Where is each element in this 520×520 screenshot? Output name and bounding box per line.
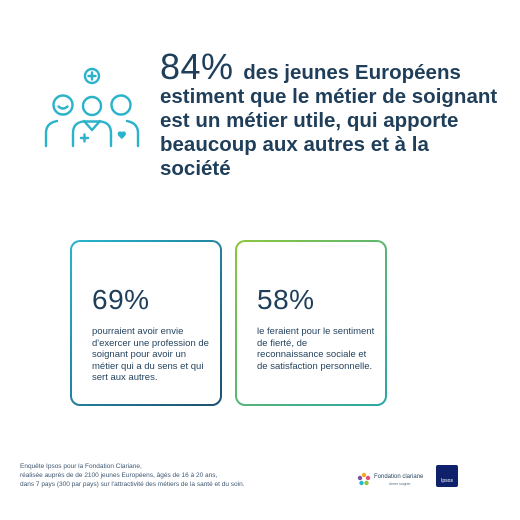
fondation-clariane-logo: Fondation clariane Aimer soigner	[356, 468, 426, 492]
source-line: dans 7 pays (300 par pays) sur l'attract…	[20, 481, 245, 488]
source-line: Enquête Ipsos pour la Fondation Clariane…	[20, 463, 142, 470]
clariane-name: Fondation clariane	[374, 474, 424, 480]
card-stat: 69%	[92, 284, 150, 315]
stat-card-69: 69% pourraient avoir envie d'exercer une…	[70, 240, 222, 406]
headline: 84% des jeunes Européens estiment que le…	[160, 49, 500, 181]
headline-stat: 84%	[160, 46, 234, 87]
source-line: réalisée auprès de de 2100 jeunes Europé…	[20, 472, 218, 479]
clariane-tagline: Aimer soigner	[389, 482, 411, 486]
card-text: le feraient pour le sentiment de fierté,…	[257, 326, 375, 372]
card-stat: 58%	[257, 284, 315, 315]
clariane-flower-icon	[357, 472, 371, 486]
ipsos-wordmark: Ipsos	[441, 478, 453, 484]
stat-card-58: 58% le feraient pour le sentiment de fie…	[235, 240, 387, 406]
headline-text: des jeunes Européens estiment que le mét…	[160, 61, 498, 180]
ipsos-logo: Ipsos	[436, 465, 458, 487]
card-text: pourraient avoir envie d'exercer une pro…	[92, 326, 209, 383]
healthcare-team-icon	[44, 67, 140, 148]
source-note: Enquête Ipsos pour la Fondation Clariane…	[20, 462, 320, 489]
